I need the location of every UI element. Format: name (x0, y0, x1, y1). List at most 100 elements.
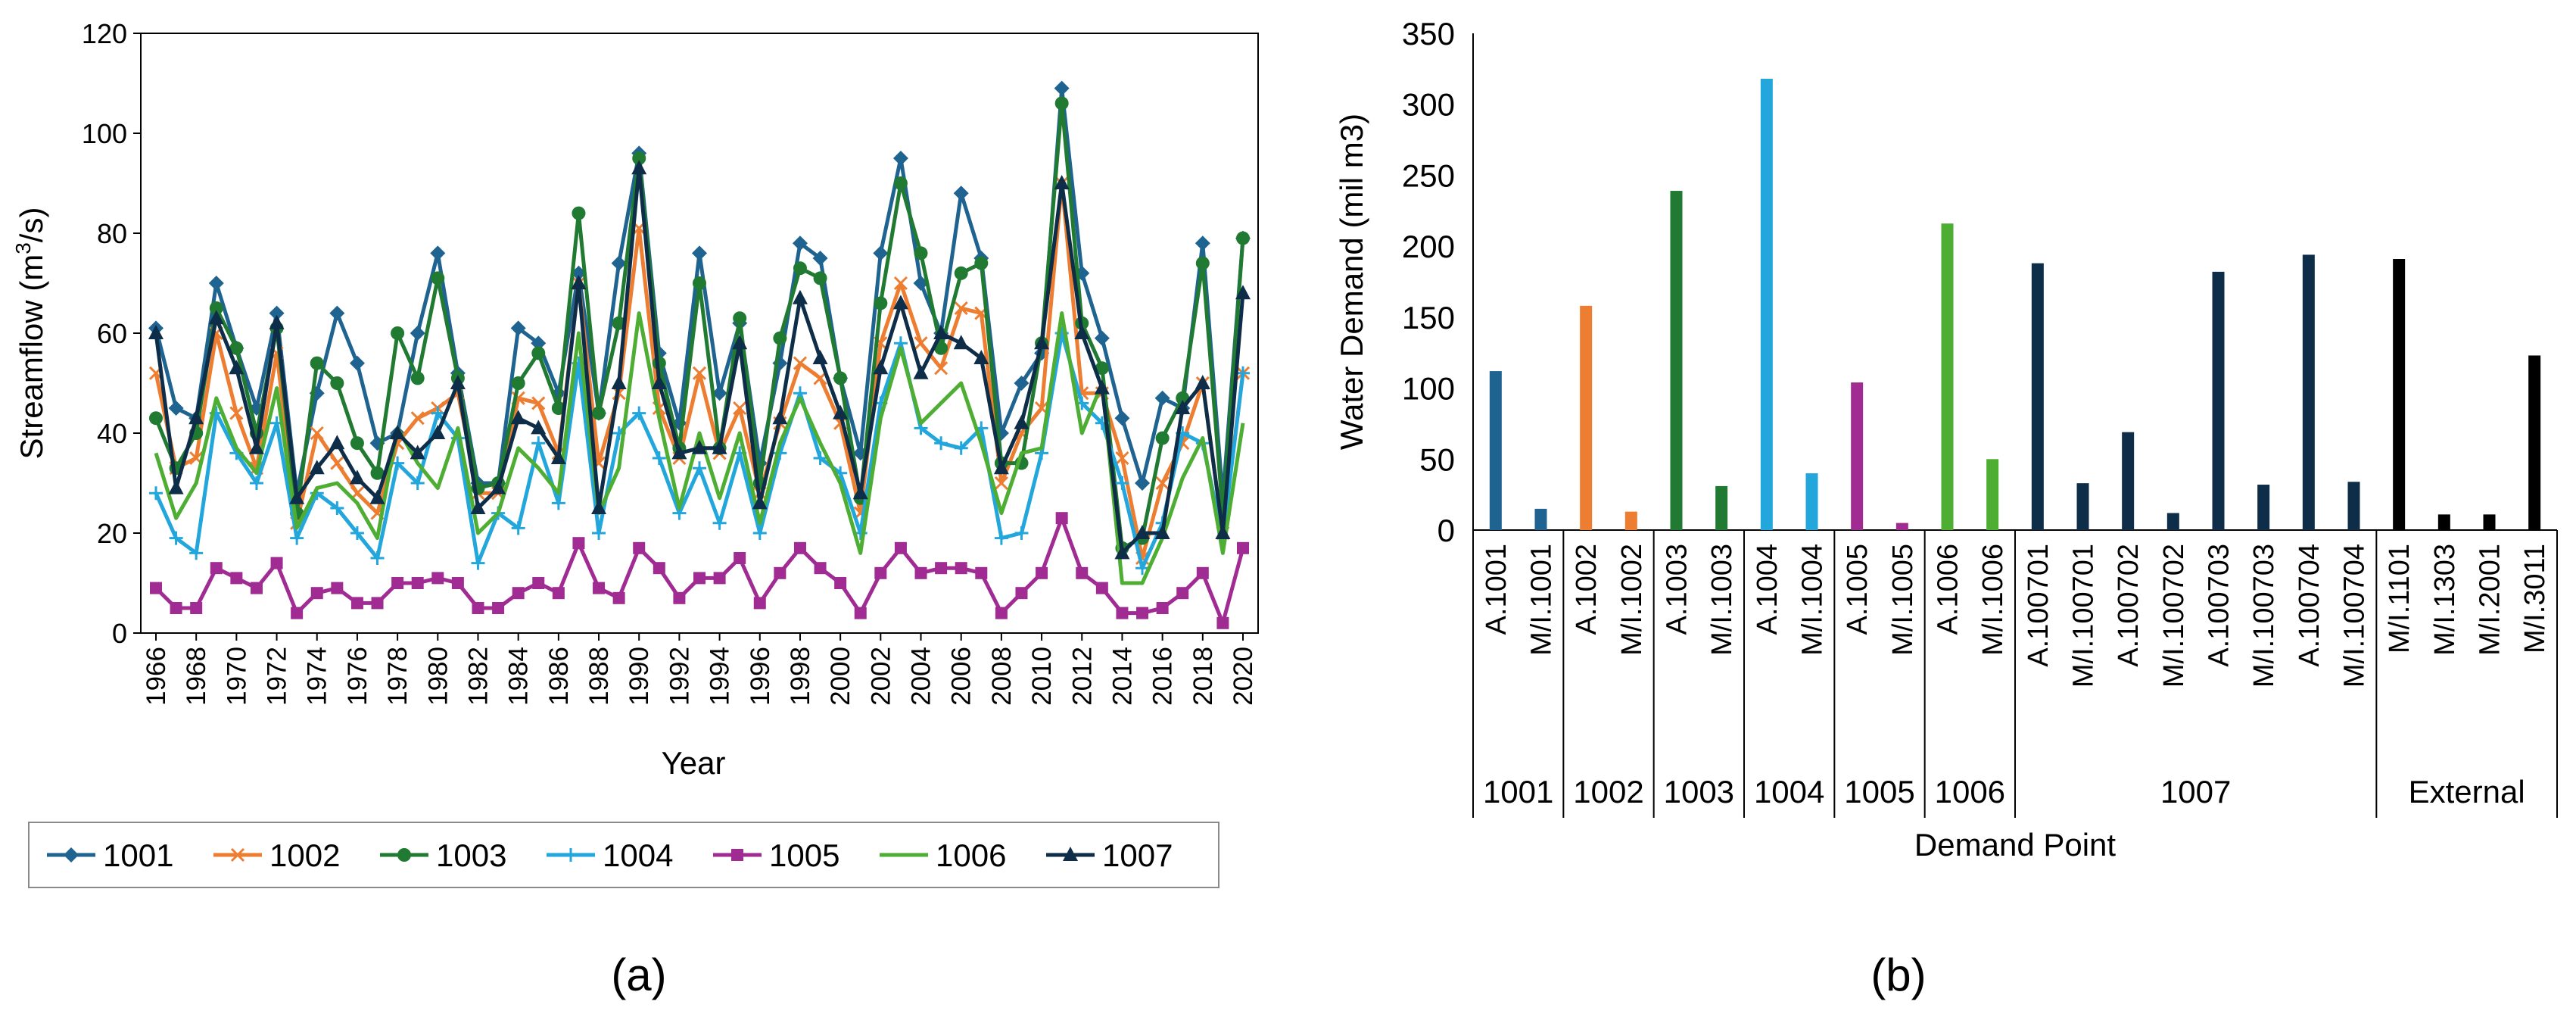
series-1001 (148, 80, 1251, 506)
data-point-1002 (1115, 451, 1129, 466)
category-label: A.1001 (1481, 544, 1512, 635)
category-label: M/I.2001 (2475, 544, 2506, 656)
data-point-1003 (410, 371, 425, 385)
panel-label-a: (a) (611, 950, 666, 1000)
data-point-1004 (1135, 561, 1150, 576)
data-point-1004 (350, 526, 364, 540)
data-point-1003 (632, 151, 646, 165)
data-point-1001 (1094, 330, 1110, 346)
x-tick-label-a: 1974 (303, 647, 332, 706)
data-point-1004 (632, 406, 646, 420)
x-tick-label-a: 1968 (182, 647, 211, 706)
data-point-1003 (793, 261, 807, 276)
data-point-1007 (571, 275, 587, 289)
data-point-1003 (209, 301, 223, 315)
data-point-1007 (349, 469, 365, 485)
y-tick-label-a: 40 (97, 418, 127, 449)
legend-entries-a: 1001 1002 1003 1004 1005 1006 1007 (47, 838, 1173, 873)
x-tick-label-a: 2012 (1067, 647, 1097, 706)
data-point-1007 (913, 364, 929, 379)
legend-label-1003: 1003 (436, 838, 506, 873)
data-point-1003 (149, 411, 163, 426)
legend-label-1006: 1006 (936, 838, 1006, 873)
data-point-1005 (834, 577, 847, 589)
data-point-1001 (1135, 476, 1151, 491)
bar-M/I.100703 (2257, 485, 2270, 530)
data-point-1005 (653, 562, 665, 575)
data-point-1005 (210, 562, 223, 575)
y-axis-title-a-tail: /s) (14, 207, 49, 243)
category-label: M/I.1303 (2429, 544, 2461, 656)
data-point-1005 (1015, 587, 1028, 600)
legend-label-1007: 1007 (1102, 838, 1173, 873)
data-point-1005 (190, 602, 203, 614)
y-tick-label-a: 0 (112, 618, 127, 649)
data-point-1005 (230, 572, 243, 585)
data-point-1003 (229, 341, 244, 355)
x-tick-label-a: 2004 (907, 647, 936, 706)
data-point-1005 (431, 572, 444, 585)
category-label: M/I.100702 (2158, 544, 2190, 688)
group-label: 1007 (2160, 774, 2231, 809)
data-point-1007 (1135, 525, 1151, 539)
x-tick-label-a: 2006 (947, 647, 977, 706)
data-point-1002 (330, 456, 344, 470)
data-point-1004 (511, 521, 525, 535)
y-tick-label-b: 150 (1402, 300, 1455, 335)
data-point-1004 (410, 476, 425, 490)
data-point-1007 (510, 410, 526, 425)
data-point-1005 (1237, 541, 1249, 554)
data-point-1003 (813, 271, 827, 285)
data-point-1003 (1095, 361, 1109, 376)
bar-A.100702 (2122, 432, 2135, 530)
data-point-1003 (310, 356, 324, 370)
data-point-1005 (734, 552, 746, 564)
data-point-1007 (369, 489, 385, 504)
series-line-1006 (154, 311, 1245, 585)
legend-item-1007: 1007 (1046, 838, 1173, 873)
data-point-1005 (874, 566, 887, 579)
bar-A.1003 (1670, 191, 1683, 530)
data-point-1007 (450, 375, 466, 389)
series-group-a (148, 80, 1251, 629)
data-point-1007 (309, 460, 325, 475)
legend-marker-1007 (1063, 847, 1078, 861)
legend-item-1002: 1002 (213, 838, 340, 873)
data-point-1004 (712, 516, 727, 530)
data-point-1007 (390, 425, 406, 439)
data-point-1003 (1195, 256, 1210, 270)
data-point-1003 (1236, 231, 1250, 245)
x-tick-label-a: 1990 (625, 647, 654, 706)
data-point-1005 (1116, 607, 1129, 619)
legend-item-1001: 1001 (47, 838, 173, 873)
category-label: M/I.1001 (1526, 544, 1558, 656)
bar-M/I.1101 (2393, 259, 2406, 530)
data-point-1004 (1236, 366, 1250, 380)
category-label: A.1004 (1752, 544, 1783, 635)
data-point-1001 (611, 255, 627, 271)
bar-A.100701 (2031, 263, 2044, 530)
y-axis-title-a-main: Streamflow (m (14, 254, 49, 460)
data-point-1007 (1154, 525, 1170, 539)
legend-item-1003: 1003 (380, 838, 506, 873)
category-label: M/I.1006 (1977, 544, 2009, 656)
data-point-1007 (1034, 335, 1050, 350)
legend-label-1001: 1001 (103, 838, 173, 873)
data-point-1001 (1014, 376, 1029, 391)
y-tick-label-a: 80 (97, 218, 127, 249)
data-point-1003 (431, 271, 445, 285)
bar-M/I.100704 (2347, 482, 2360, 530)
data-point-1003 (893, 176, 908, 190)
data-point-1005 (572, 537, 585, 550)
data-point-1007 (1215, 525, 1231, 539)
group-label: 1001 (1483, 774, 1553, 809)
data-point-1007 (671, 444, 687, 460)
data-point-1005 (1216, 616, 1229, 629)
group-label: 1003 (1664, 774, 1734, 809)
legend-item-1004: 1004 (547, 838, 673, 873)
data-point-1001 (269, 305, 285, 321)
data-point-1005 (814, 562, 827, 575)
data-point-1001 (1054, 80, 1070, 96)
data-point-1004 (249, 476, 263, 490)
